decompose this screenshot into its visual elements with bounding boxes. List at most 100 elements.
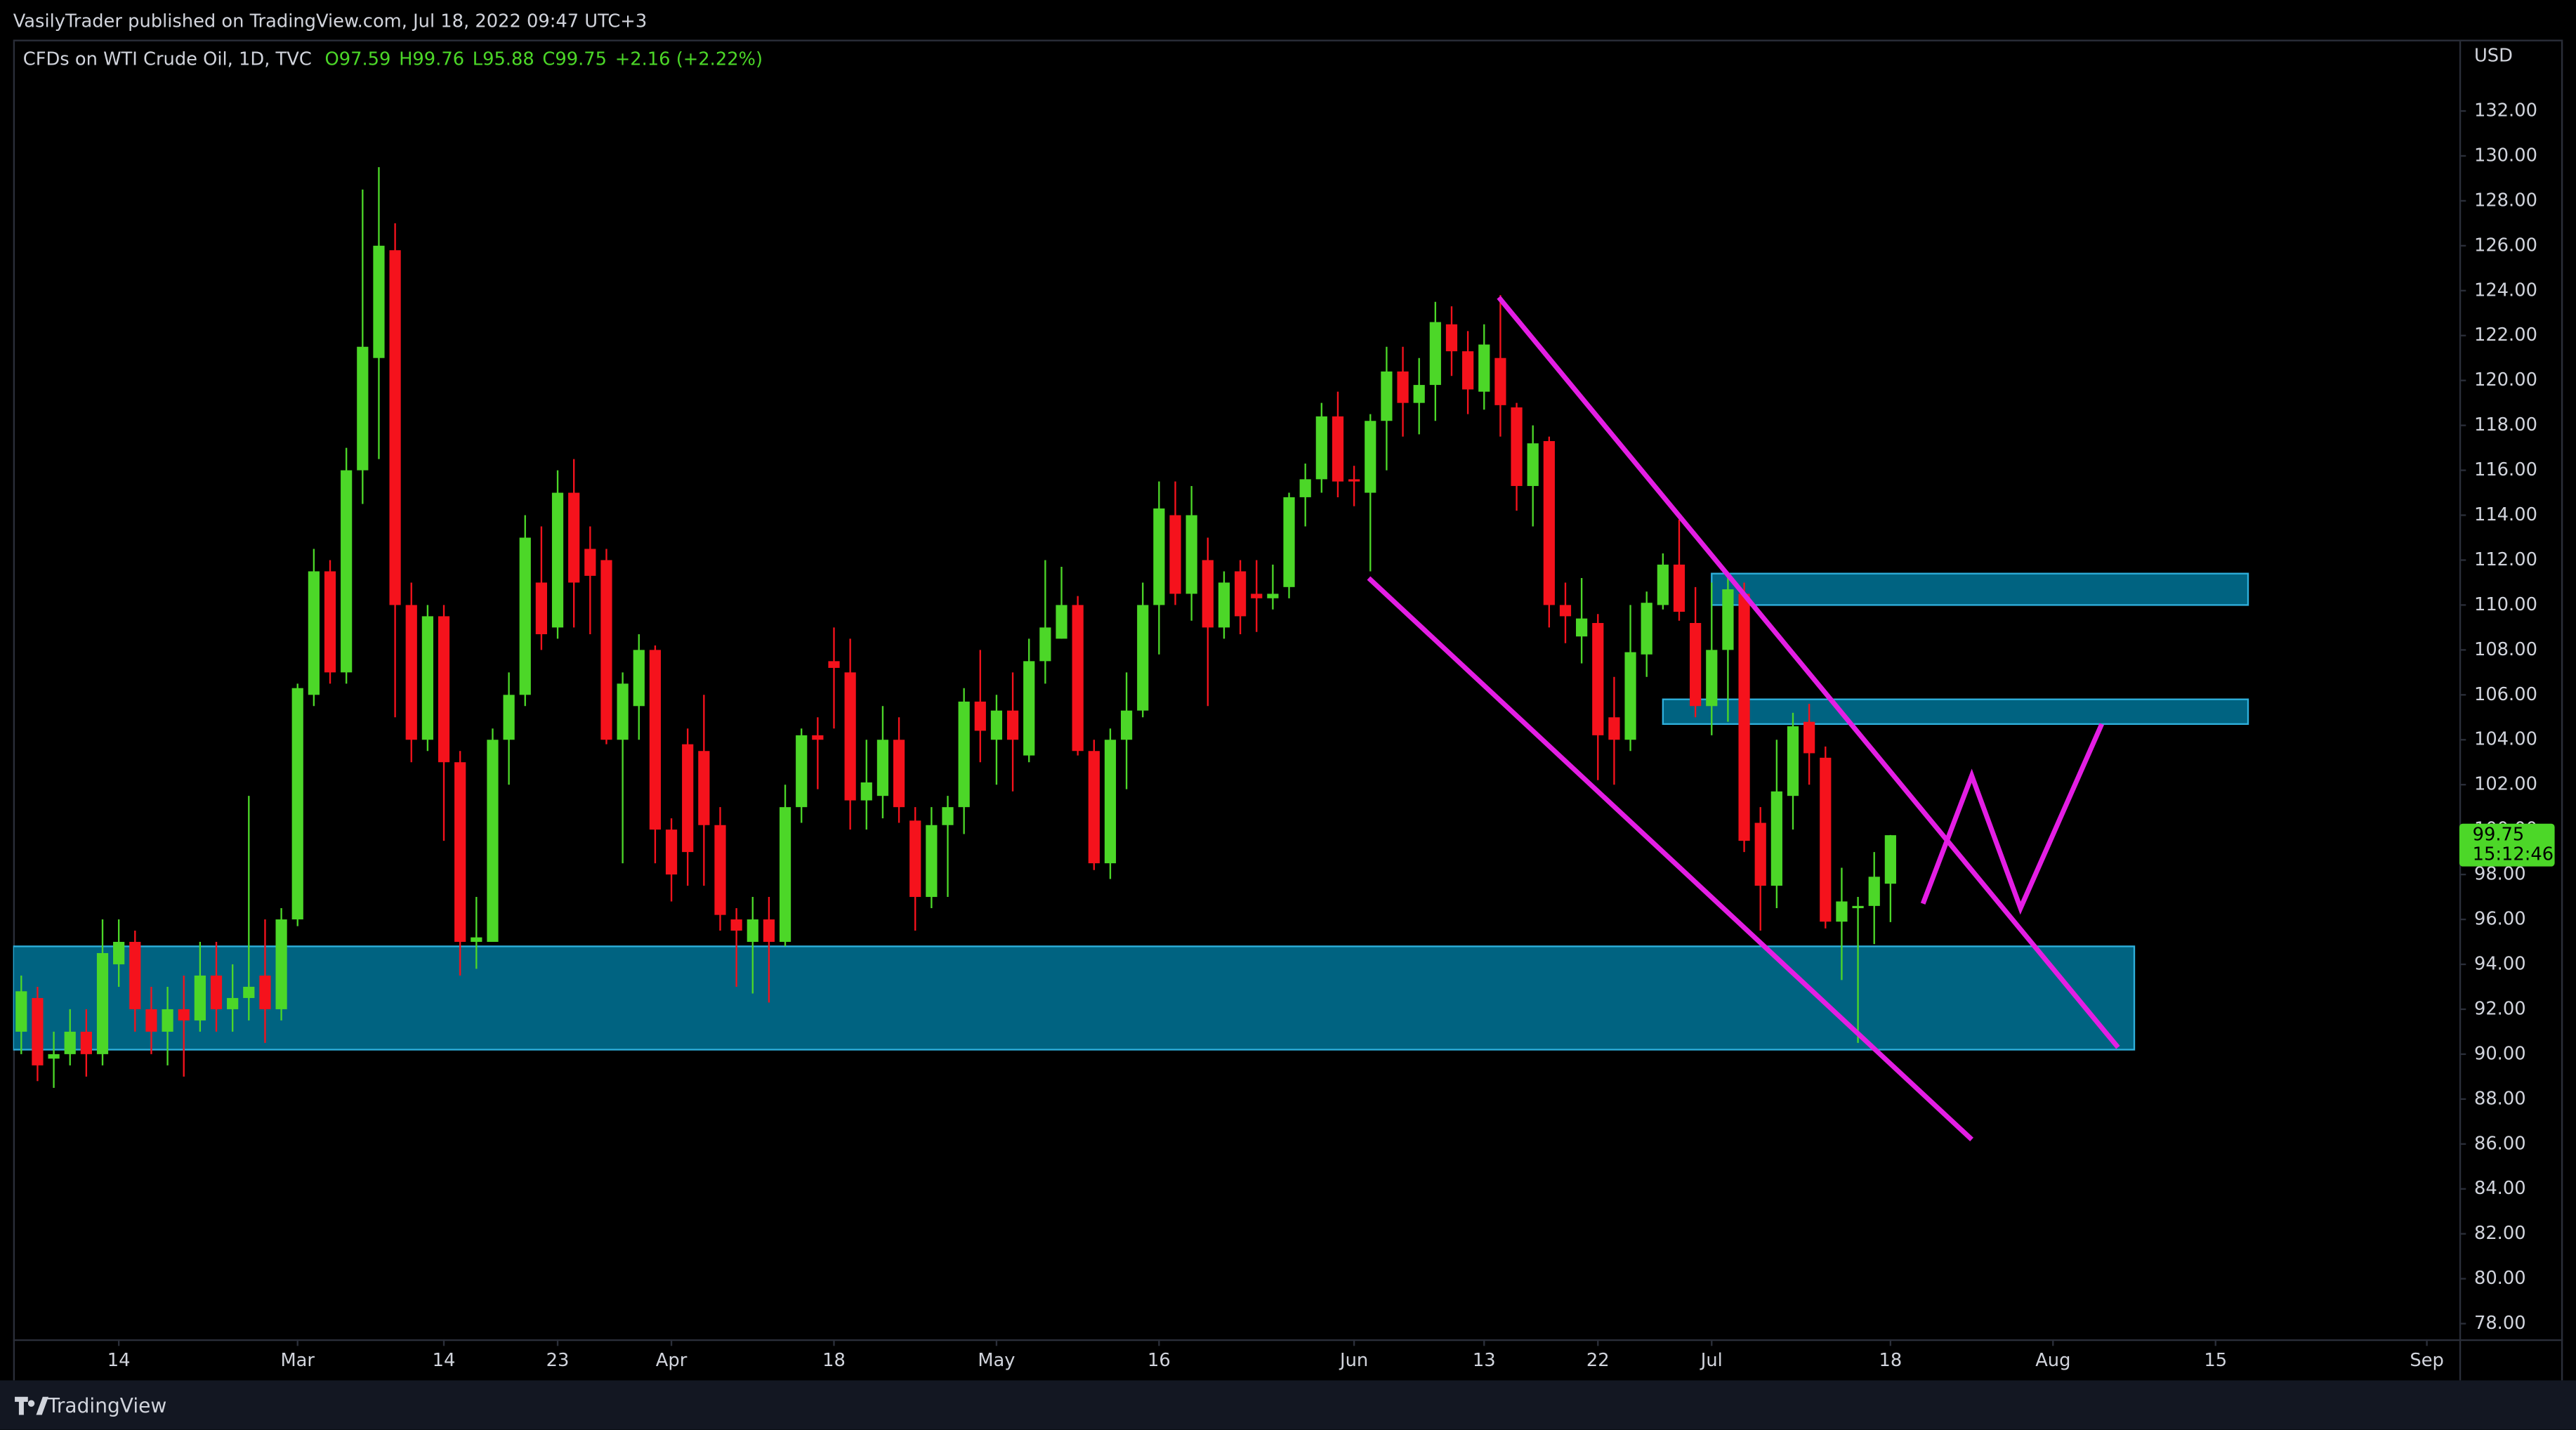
candle-body (1820, 757, 1832, 922)
ohlc-item: L95.88 (473, 48, 534, 70)
candle-body (1088, 751, 1100, 864)
candle-body (828, 661, 840, 668)
candle-body (779, 807, 791, 943)
candle-body (1836, 901, 1848, 922)
candle-body (568, 492, 580, 583)
candle-body (1120, 710, 1133, 740)
candle-body (1559, 605, 1572, 617)
candle-body (1023, 661, 1035, 756)
candle-body (145, 1009, 157, 1032)
y-tick-label: 126.00 (2474, 235, 2537, 256)
last-price-box (2459, 823, 2555, 867)
candle-body (113, 942, 125, 964)
candle-body (926, 825, 938, 898)
candle-body (958, 701, 970, 808)
ohlc-item: +2.16 (+2.22%) (615, 48, 763, 70)
currency-label: USD (2474, 45, 2513, 66)
candle-body (535, 582, 547, 634)
x-tick-label: 16 (1148, 1350, 1171, 1371)
candle-body (1673, 564, 1685, 612)
candle-body (990, 710, 1003, 740)
candle-body (1218, 582, 1230, 628)
candle-body (665, 829, 678, 875)
x-tick-label: Apr (656, 1350, 688, 1371)
candle-body (1690, 622, 1702, 707)
candle-body (1641, 603, 1652, 655)
candle-body (860, 782, 872, 801)
candle-body (1202, 560, 1214, 628)
candle-body (227, 997, 239, 1009)
trend-line (1367, 576, 1973, 1141)
y-tick-label: 128.00 (2474, 190, 2537, 211)
candle-body (909, 820, 921, 898)
candle-body (1251, 593, 1263, 598)
candle-body (796, 735, 808, 808)
candle-body (584, 549, 596, 576)
candle-body (747, 919, 758, 943)
y-tick-label: 120.00 (2474, 369, 2537, 391)
candle-body (1478, 344, 1490, 392)
candle-body (1315, 416, 1327, 480)
candle-body (1445, 324, 1458, 352)
candle-body (178, 1009, 190, 1021)
candle-body (1624, 652, 1636, 740)
footer-bar (0, 1380, 2576, 1430)
candle-body (714, 825, 726, 915)
candle-body (844, 672, 856, 801)
candle-body (341, 470, 353, 673)
candle-body (1543, 441, 1555, 605)
candle-body (1332, 416, 1344, 482)
candle-body (519, 537, 531, 695)
candle-body (291, 688, 303, 920)
candle-body (876, 740, 889, 796)
countdown-label: 15:12:46 (2473, 844, 2554, 865)
tradingview-logo (15, 1396, 49, 1415)
y-tick-label: 82.00 (2474, 1223, 2526, 1244)
candle-body (15, 991, 27, 1032)
symbol-legend: CFDs on WTI Crude Oil, 1D, TVC O97.59 H99.… (23, 48, 763, 70)
y-tick-label: 122.00 (2474, 324, 2537, 346)
x-tick-label: Jun (1339, 1350, 1368, 1371)
ohlc-item: C99.75 (542, 48, 607, 70)
candle-body (1185, 515, 1197, 594)
candle-body (974, 701, 986, 731)
candle-body (1706, 650, 1718, 707)
candle-body (617, 683, 629, 740)
candle-body (812, 735, 824, 740)
candle-body (1137, 605, 1149, 711)
candle-body (1413, 385, 1425, 403)
candle-body (275, 919, 287, 1009)
candle-body (259, 975, 271, 1009)
candle-body (1722, 589, 1734, 650)
candle-body (1657, 564, 1669, 605)
candle-body (324, 571, 336, 673)
x-tick-label: 14 (107, 1350, 131, 1371)
candle-body (48, 1054, 60, 1059)
x-tick-label: 23 (546, 1350, 570, 1371)
x-tick-label: Aug (2035, 1350, 2070, 1371)
candle-body (129, 942, 141, 1009)
symbol: CFDs on WTI Crude Oil, 1D, TVC (23, 48, 312, 70)
y-tick-label: 132.00 (2474, 100, 2537, 122)
y-tick-label: 118.00 (2474, 414, 2537, 435)
x-tick-label: Sep (2410, 1350, 2443, 1371)
candle-body (1608, 717, 1620, 740)
candle-body (1494, 358, 1506, 405)
candle-body (80, 1031, 92, 1054)
trend-line (1497, 296, 2120, 1049)
candle-body (1511, 407, 1523, 486)
y-tick-label: 98.00 (2474, 864, 2526, 885)
candle-body (357, 346, 369, 471)
candle-body (1006, 710, 1019, 740)
x-tick-label: 15 (2204, 1350, 2227, 1371)
candle-body (1592, 622, 1604, 735)
candle-body (1153, 508, 1165, 605)
candle-body (454, 762, 466, 943)
candle-body (1527, 443, 1539, 486)
ohlc-values: O97.59 H99.76 L95.88 C99.75 +2.16 (+2.22%) (325, 48, 763, 70)
y-tick-label: 106.00 (2474, 684, 2537, 705)
candle-body (682, 744, 694, 853)
y-tick-label: 110.00 (2474, 594, 2537, 615)
